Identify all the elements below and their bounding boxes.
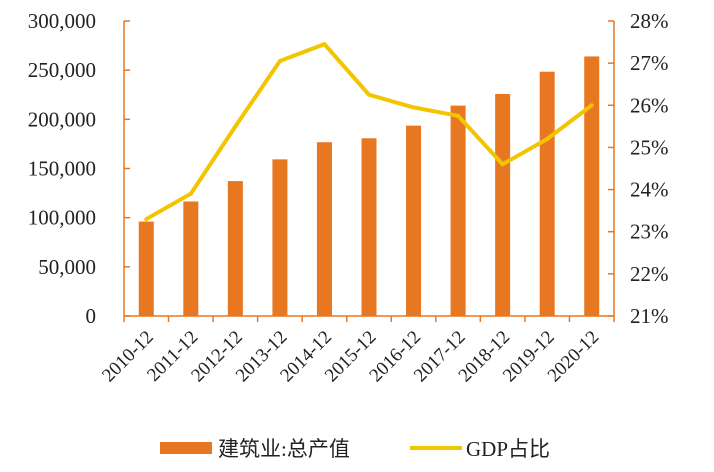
right-tick-label: 21% (630, 304, 669, 328)
gdp-share-point-2019-12 (545, 137, 550, 141)
bar-2017-12 (450, 105, 466, 316)
gdp-share-point-2016-12 (411, 105, 416, 110)
right-tick-label: 24% (630, 178, 669, 202)
left-tick-label: 300,000 (28, 9, 96, 33)
left-tick-label: 250,000 (28, 58, 96, 82)
gdp-share-point-2018-12 (500, 162, 505, 167)
gdp-share-point-2017-12 (456, 113, 461, 118)
left-tick-label: 200,000 (28, 107, 96, 131)
legend-label-line: GDP占比 (466, 437, 550, 461)
x-axis: 2010-122011-122012-122013-122014-122015-… (98, 315, 615, 386)
bar-2010-12 (138, 221, 154, 316)
gdp-share-point-2015-12 (367, 92, 371, 97)
left-tick-label: 50,000 (38, 255, 96, 279)
gdp-share-point-2012-12 (233, 124, 238, 129)
gdp-share-point-2011-12 (188, 191, 193, 196)
right-tick-label: 27% (630, 51, 669, 75)
gdp-share-point-2010-12 (144, 217, 149, 222)
line-series (144, 42, 594, 222)
right-tick-label: 28% (630, 9, 669, 33)
bar-series (138, 56, 600, 316)
gdp-share-point-2013-12 (277, 59, 282, 64)
bar-2011-12 (183, 201, 199, 316)
legend: 建筑业:总产值 GDP占比 (160, 437, 550, 461)
left-tick-label: 0 (86, 304, 97, 328)
bar-2016-12 (406, 125, 422, 316)
left-tick-label: 100,000 (28, 206, 96, 230)
bar-2019-12 (539, 71, 555, 316)
right-axis: 21% 22% 23% 24% 25% 26% 27% 28% (608, 9, 669, 328)
bar-2012-12 (227, 181, 243, 316)
bar-2020-12 (584, 56, 600, 316)
legend-swatch-bar (160, 442, 212, 454)
bar-2013-12 (272, 159, 288, 316)
right-tick-label: 26% (630, 93, 669, 117)
bar-2018-12 (495, 93, 511, 316)
left-tick-label: 150,000 (28, 157, 96, 181)
bar-2014-12 (316, 142, 332, 316)
gdp-share-point-2014-12 (322, 42, 327, 47)
bar-2015-12 (361, 138, 377, 316)
right-tick-label: 22% (630, 262, 669, 286)
gdp-share-point-2020-12 (589, 103, 594, 108)
left-axis: 0 50,000 100,000 150,000 200,000 250,000 300,0… (28, 9, 130, 328)
right-tick-label: 23% (630, 220, 669, 244)
right-tick-label: 25% (630, 135, 669, 159)
legend-label-bar: 建筑业:总产值 (218, 437, 350, 461)
